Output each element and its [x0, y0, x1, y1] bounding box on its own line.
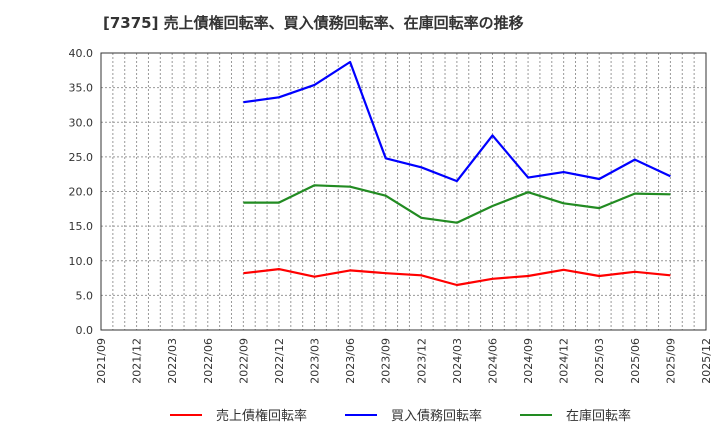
y-tick-label: 35.0: [69, 82, 94, 95]
x-tick-label: 2023/03: [309, 338, 322, 384]
grid-lines: [101, 53, 706, 330]
y-tick-label: 40.0: [69, 47, 94, 60]
y-tick-label: 10.0: [69, 255, 94, 268]
legend-item-payables: 買入債務回転率: [345, 405, 482, 424]
y-axis: 0.0 5.0 10.0 15.0 20.0 25.0 30.0 35.0 40.0: [69, 47, 94, 337]
x-tick-label: 2024/12: [558, 338, 571, 384]
x-tick-label: 2024/06: [486, 338, 499, 384]
x-axis: 2021/09 2021/12 2022/03 2022/06 2022/09 2022/…: [95, 338, 713, 384]
x-tick-label: 2023/06: [344, 338, 357, 384]
legend-label: 買入債務回転率: [391, 409, 483, 424]
x-tick-label: 2025/03: [593, 338, 606, 384]
y-tick-label: 20.0: [69, 186, 94, 199]
legend-swatch-green: [520, 413, 553, 416]
legend-item-inventory: 在庫回転率: [520, 405, 631, 424]
series-line-2: [243, 184, 671, 224]
series-line-0: [243, 268, 671, 287]
x-tick-label: 2024/09: [522, 338, 535, 384]
x-tick-label: 2022/03: [166, 338, 179, 384]
y-tick-label: 0.0: [76, 324, 94, 337]
y-tick-label: 15.0: [69, 220, 94, 233]
x-tick-label: 2022/06: [202, 338, 215, 384]
legend-item-receivables: 売上債権回転率: [170, 405, 307, 424]
y-tick-label: 25.0: [69, 151, 94, 164]
chart-title: [7375] 売上債権回転率、買入債務回転率、在庫回転率の推移: [103, 14, 524, 32]
x-tick-label: 2025/06: [629, 338, 642, 384]
legend-swatch-red: [170, 413, 202, 416]
legend-label: 売上債権回転率: [216, 409, 308, 424]
x-tick-label: 2021/12: [131, 338, 144, 384]
x-tick-label: 2023/09: [380, 338, 393, 384]
series-lines: [243, 60, 671, 287]
legend-swatch-blue: [345, 413, 378, 416]
x-tick-label: 2024/03: [451, 338, 464, 384]
legend: 売上債権回転率 買入債務回転率 在庫回転率: [170, 405, 669, 424]
plot-frame: [100, 52, 707, 331]
x-tick-label: 2023/12: [415, 338, 428, 384]
x-tick-label: 2025/12: [700, 338, 713, 384]
x-tick-label: 2021/09: [95, 338, 108, 384]
x-tick-label: 2022/09: [237, 338, 250, 384]
x-tick-label: 2025/09: [664, 338, 677, 384]
y-tick-label: 5.0: [76, 289, 94, 302]
x-tick-label: 2022/12: [273, 338, 286, 384]
y-tick-label: 30.0: [69, 116, 94, 129]
legend-label: 在庫回転率: [566, 409, 632, 424]
series-line-1: [243, 60, 671, 183]
